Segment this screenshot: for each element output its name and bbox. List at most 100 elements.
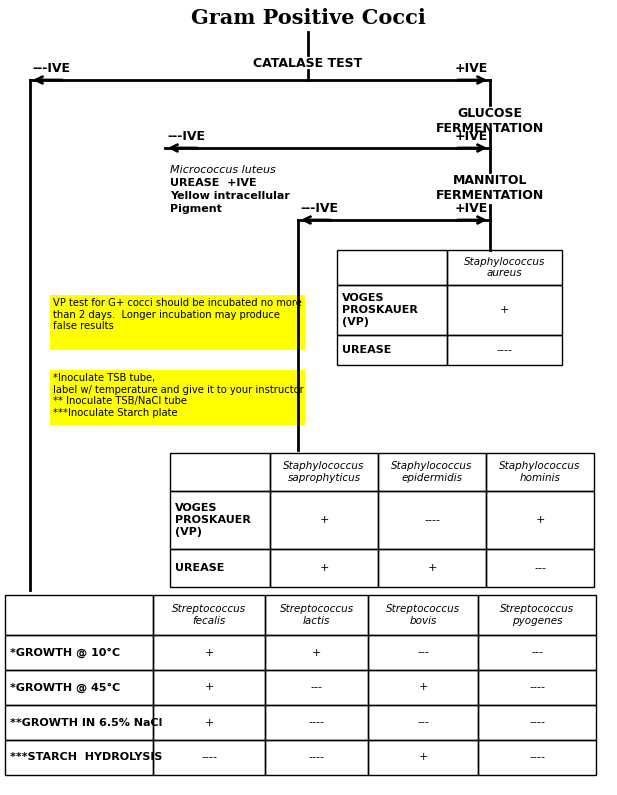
Bar <box>368 635 478 670</box>
Bar <box>153 740 265 775</box>
Text: ----: ---- <box>497 345 513 355</box>
Bar <box>153 670 265 705</box>
Text: ---IVE: ---IVE <box>300 202 338 215</box>
Bar <box>447 335 562 365</box>
Text: Staphylococcus
epidermidis: Staphylococcus epidermidis <box>391 461 473 483</box>
Text: ----: ---- <box>529 753 545 762</box>
Text: CATALASE TEST: CATALASE TEST <box>254 57 363 70</box>
Bar <box>378 453 486 491</box>
Bar <box>447 250 562 285</box>
Bar <box>478 635 596 670</box>
Bar <box>378 491 486 549</box>
Bar <box>153 635 265 670</box>
Text: ----: ---- <box>308 718 325 727</box>
Bar <box>265 740 368 775</box>
Bar <box>337 250 447 285</box>
Text: Staphylococcus
aureus: Staphylococcus aureus <box>464 257 545 278</box>
Text: +: + <box>320 563 329 573</box>
Text: ***STARCH  HYDROLYSIS: ***STARCH HYDROLYSIS <box>10 753 162 762</box>
Bar <box>486 549 594 587</box>
Text: UREASE: UREASE <box>342 345 391 355</box>
Text: ----: ---- <box>529 682 545 692</box>
Bar <box>447 285 562 335</box>
Text: ----: ---- <box>201 753 217 762</box>
Text: ---IVE: ---IVE <box>32 62 70 75</box>
Bar <box>478 670 596 705</box>
Text: ----: ---- <box>529 718 545 727</box>
Text: Streptococcus
fecalis: Streptococcus fecalis <box>172 604 246 626</box>
Text: *GROWTH @ 10°C: *GROWTH @ 10°C <box>10 647 120 657</box>
Text: +: + <box>418 682 428 692</box>
Bar <box>270 491 378 549</box>
Bar <box>50 295 305 350</box>
Text: Streptococcus
lactis: Streptococcus lactis <box>280 604 354 626</box>
Text: UREASE  +IVE: UREASE +IVE <box>170 178 257 188</box>
Text: Micrococcus luteus: Micrococcus luteus <box>170 165 276 175</box>
Text: VOGES
PROSKAUER
(VP): VOGES PROSKAUER (VP) <box>175 503 251 537</box>
Text: ---: --- <box>310 682 323 692</box>
Text: +IVE: +IVE <box>455 62 488 75</box>
Bar <box>5 670 153 705</box>
Text: ---: --- <box>417 647 429 657</box>
Bar <box>153 705 265 740</box>
Text: +IVE: +IVE <box>455 130 488 143</box>
Text: ---: --- <box>534 563 546 573</box>
Text: +: + <box>500 305 509 315</box>
Bar <box>368 595 478 635</box>
Bar <box>368 670 478 705</box>
Bar <box>270 549 378 587</box>
Text: +: + <box>428 563 437 573</box>
Text: +: + <box>418 753 428 762</box>
Text: Pigment: Pigment <box>170 204 222 214</box>
Text: **GROWTH IN 6.5% NaCl: **GROWTH IN 6.5% NaCl <box>10 718 162 727</box>
Text: *GROWTH @ 45°C: *GROWTH @ 45°C <box>10 682 120 692</box>
Bar <box>170 491 270 549</box>
Bar <box>478 595 596 635</box>
Bar <box>265 595 368 635</box>
Text: Staphylococcus
saprophyticus: Staphylococcus saprophyticus <box>283 461 365 483</box>
Text: +: + <box>536 515 545 525</box>
Bar <box>337 335 447 365</box>
Bar <box>478 740 596 775</box>
Text: GLUCOSE
FERMENTATION: GLUCOSE FERMENTATION <box>436 107 544 135</box>
Text: ---: --- <box>531 647 543 657</box>
Text: Gram Positive Cocci: Gram Positive Cocci <box>191 8 426 28</box>
Bar <box>170 549 270 587</box>
Bar <box>265 705 368 740</box>
Bar <box>5 635 153 670</box>
Bar <box>378 549 486 587</box>
Text: +: + <box>204 718 213 727</box>
Text: ----: ---- <box>308 753 325 762</box>
Text: Streptococcus
bovis: Streptococcus bovis <box>386 604 460 626</box>
Bar <box>368 705 478 740</box>
Text: +: + <box>320 515 329 525</box>
Text: *Inoculate TSB tube,
label w/ temperature and give it to your instructor
** Inoc: *Inoculate TSB tube, label w/ temperatur… <box>53 373 304 418</box>
Text: UREASE: UREASE <box>175 563 225 573</box>
Text: +: + <box>204 682 213 692</box>
Bar <box>478 705 596 740</box>
Bar <box>265 670 368 705</box>
Bar <box>5 740 153 775</box>
Text: +: + <box>204 647 213 657</box>
Bar <box>486 453 594 491</box>
Bar <box>153 595 265 635</box>
Bar <box>368 740 478 775</box>
Bar <box>270 453 378 491</box>
Text: ---: --- <box>417 718 429 727</box>
Text: +: + <box>312 647 321 657</box>
Text: ---IVE: ---IVE <box>167 130 205 143</box>
Bar <box>486 491 594 549</box>
Text: +IVE: +IVE <box>455 202 488 215</box>
Bar <box>50 370 305 425</box>
Bar <box>170 453 270 491</box>
Text: VOGES
PROSKAUER
(VP): VOGES PROSKAUER (VP) <box>342 293 418 327</box>
Text: Staphylococcus
hominis: Staphylococcus hominis <box>499 461 581 483</box>
Text: ----: ---- <box>424 515 440 525</box>
Text: Yellow intracellular: Yellow intracellular <box>170 191 290 201</box>
Bar <box>337 285 447 335</box>
Text: MANNITOL
FERMENTATION: MANNITOL FERMENTATION <box>436 174 544 202</box>
Bar <box>5 595 153 635</box>
Text: Streptococcus
pyogenes: Streptococcus pyogenes <box>500 604 574 626</box>
Text: VP test for G+ cocci should be incubated no more
than 2 days.  Longer incubation: VP test for G+ cocci should be incubated… <box>53 298 302 332</box>
Bar <box>265 635 368 670</box>
